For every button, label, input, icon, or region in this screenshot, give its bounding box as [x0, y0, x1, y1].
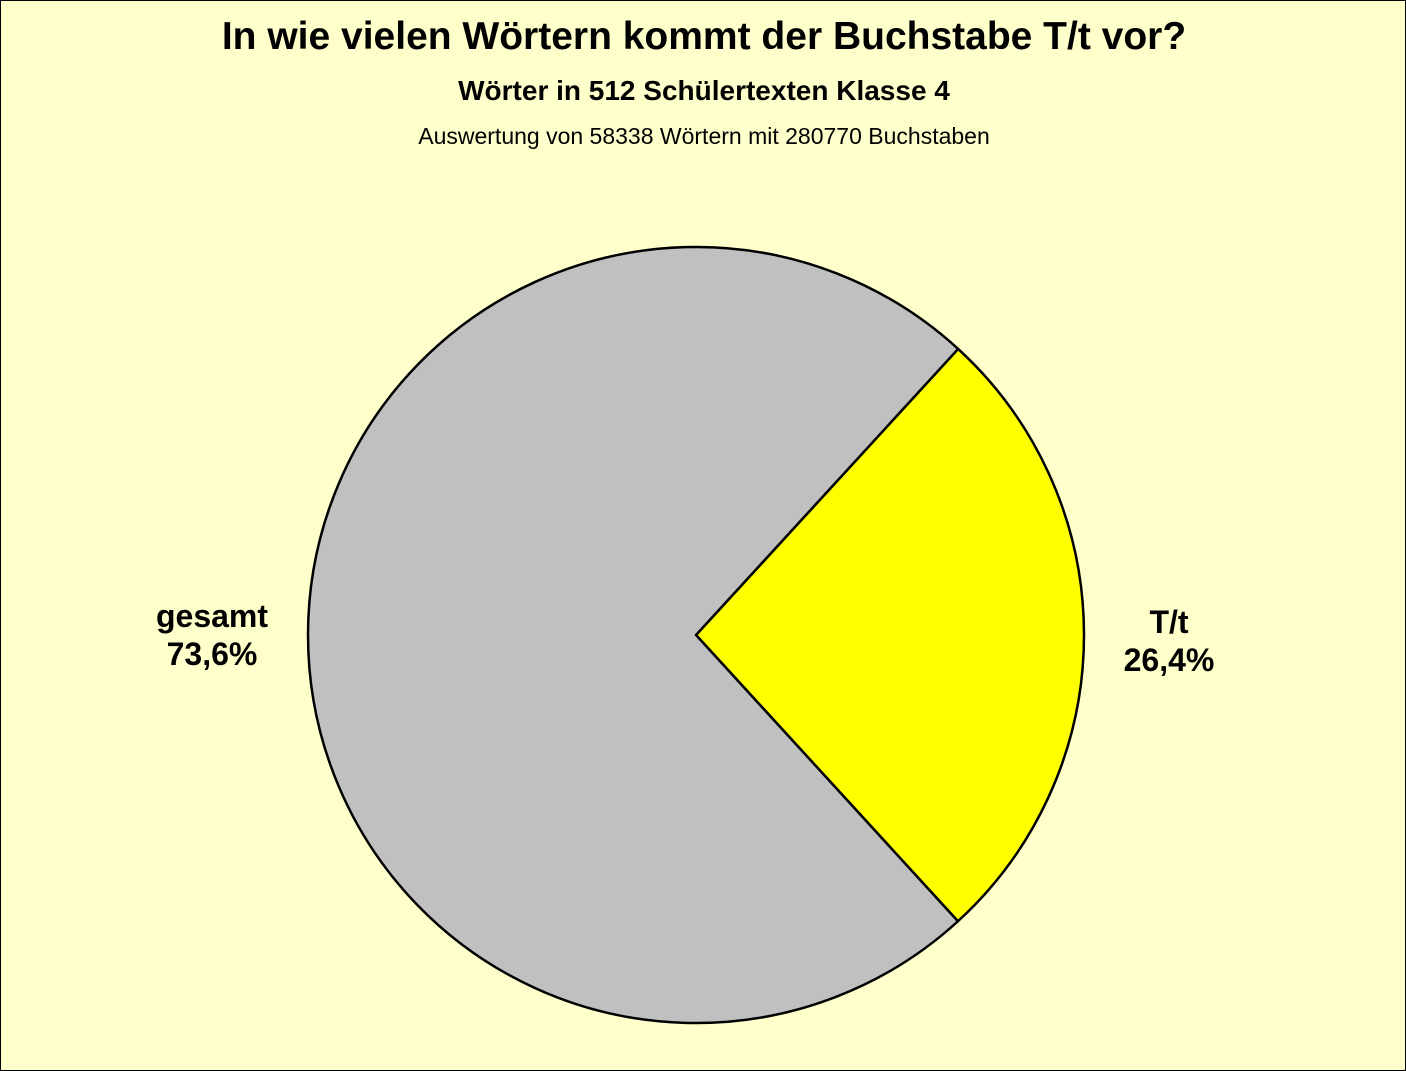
slice-label-tt: T/t 26,4% [1124, 603, 1215, 679]
slice-label-tt-name: T/t [1149, 604, 1189, 640]
slice-label-gesamt: gesamt 73,6% [156, 597, 268, 673]
chart-note: Auswertung von 58338 Wörtern mit 280770 … [418, 123, 990, 149]
chart-title: In wie vielen Wörtern kommt der Buchstab… [221, 15, 1187, 58]
slice-label-gesamt-name: gesamt [155, 598, 269, 634]
chart-subtitle: Wörter in 512 Schülertexten Klasse 4 [458, 75, 950, 106]
slice-label-tt-value: 26,4% [1123, 642, 1215, 678]
pie-slice-tt [694, 347, 1086, 923]
slice-label-gesamt-value: 73,6% [166, 636, 258, 672]
pie-slice-gesamt [306, 245, 960, 1025]
